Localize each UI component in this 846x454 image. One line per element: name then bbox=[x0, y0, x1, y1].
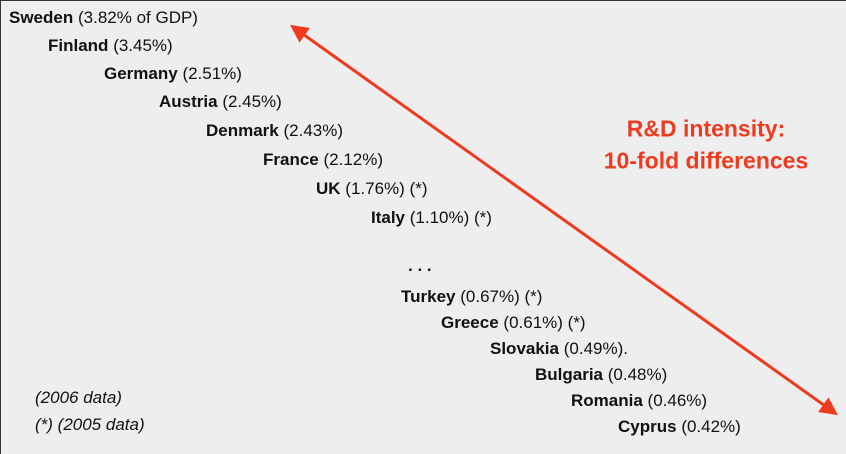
country-name: Finland bbox=[48, 36, 109, 55]
country-detail: (2.51%) bbox=[182, 64, 242, 83]
country-detail: (0.42%) bbox=[681, 417, 741, 436]
country-name: Austria bbox=[159, 92, 218, 111]
country-detail: (0.48%) bbox=[607, 365, 668, 384]
country-detail: (3.82% of GDP) bbox=[77, 8, 198, 27]
country-entry: . . . bbox=[408, 256, 432, 276]
country-detail: (0.46%) bbox=[647, 391, 708, 410]
country-name: UK bbox=[316, 179, 341, 198]
country-detail: (1.10%) (*) bbox=[409, 208, 492, 227]
country-entry: Austria (2.45%) bbox=[159, 92, 282, 112]
country-name: Italy bbox=[371, 208, 406, 227]
country-detail: (3.45%) bbox=[113, 36, 173, 55]
country-entry: Denmark (2.43%) bbox=[206, 121, 343, 141]
headline: 10-fold differences bbox=[603, 147, 809, 174]
country-name: Denmark bbox=[206, 121, 279, 140]
country-detail: (0.61%) (*) bbox=[503, 313, 586, 332]
headline: R&D intensity: bbox=[626, 115, 786, 142]
note: (2006 data) bbox=[35, 388, 122, 407]
country-name: Bulgaria bbox=[535, 365, 604, 384]
country-entry: Slovakia (0.49%). bbox=[490, 339, 628, 359]
country-name: . . . bbox=[408, 256, 432, 275]
country-entry: Italy (1.10%) (*) bbox=[371, 208, 492, 228]
country-detail: (2.45%) bbox=[222, 92, 282, 111]
country-entry: Greece (0.61%) (*) bbox=[441, 313, 586, 333]
country-entry: Sweden (3.82% of GDP) bbox=[9, 8, 198, 28]
country-entry: Finland (3.45%) bbox=[48, 36, 173, 56]
country-entry: UK (1.76%) (*) bbox=[316, 179, 427, 199]
country-name: Slovakia bbox=[490, 339, 559, 358]
country-name: Sweden bbox=[9, 8, 74, 27]
country-entry: France (2.12%) bbox=[263, 150, 383, 170]
country-entry: Cyprus (0.42%) bbox=[618, 417, 741, 437]
country-name: France bbox=[263, 150, 319, 169]
country-entry: Romania (0.46%) bbox=[571, 391, 707, 411]
country-detail: (0.49%). bbox=[563, 339, 628, 358]
country-name: Cyprus bbox=[618, 417, 677, 436]
country-entry: Bulgaria (0.48%) bbox=[535, 365, 667, 385]
country-name: Turkey bbox=[401, 287, 456, 306]
country-detail: (1.76%) (*) bbox=[345, 179, 428, 198]
double-arrow bbox=[290, 24, 838, 416]
country-entry: Germany (2.51%) bbox=[104, 64, 242, 84]
note: (*) (2005 data) bbox=[35, 415, 145, 434]
country-name: Romania bbox=[571, 391, 643, 410]
country-detail: (2.12%) bbox=[323, 150, 384, 169]
country-name: Germany bbox=[104, 64, 178, 83]
country-name: Greece bbox=[441, 313, 499, 332]
country-detail: (0.67%) (*) bbox=[460, 287, 543, 306]
country-detail: (2.43%) bbox=[283, 121, 344, 140]
country-entry: Turkey (0.67%) (*) bbox=[401, 287, 542, 307]
